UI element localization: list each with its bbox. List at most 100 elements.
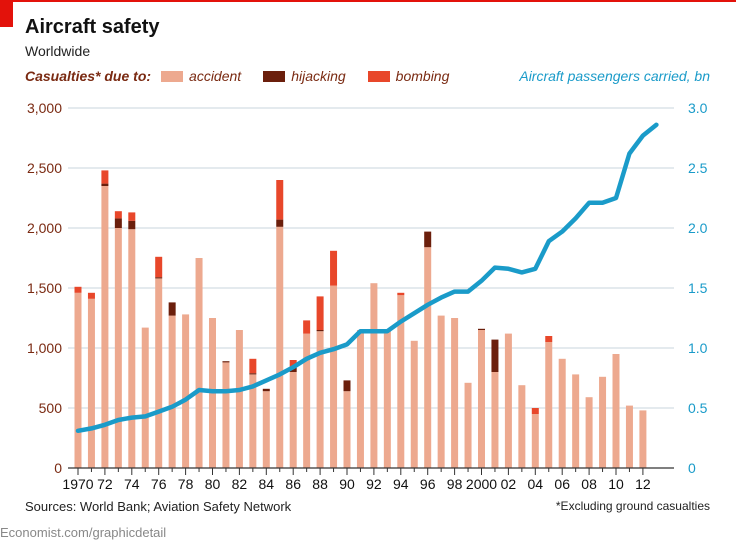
bar-hijacking	[276, 220, 283, 227]
x-tick-label: 80	[205, 476, 221, 492]
bar-bombing	[545, 336, 552, 342]
bar-accident	[182, 314, 189, 468]
x-tick-label: 74	[124, 476, 140, 492]
x-tick-label: 82	[232, 476, 248, 492]
x-tick-label: 94	[393, 476, 409, 492]
bar-accident	[344, 391, 351, 468]
bar-accident	[303, 334, 310, 468]
bar-hijacking	[169, 302, 176, 315]
x-tick-label: 06	[554, 476, 570, 492]
bar-accident	[411, 341, 418, 468]
bar-bombing	[317, 296, 324, 330]
bar-accident	[357, 330, 364, 468]
bar-accident	[276, 227, 283, 468]
bar-accident	[155, 278, 162, 468]
bar-accident	[559, 359, 566, 468]
left-tick-label: 500	[39, 400, 63, 416]
bar-hijacking	[491, 340, 498, 372]
left-tick-label: 3,000	[27, 100, 62, 116]
left-tick-label: 2,500	[27, 160, 62, 176]
bar-accident	[75, 293, 82, 468]
bar-bombing	[155, 257, 162, 277]
bar-accident	[639, 410, 646, 468]
bar-bombing	[115, 211, 122, 218]
bar-bombing	[276, 180, 283, 220]
bar-hijacking	[344, 380, 351, 391]
bar-accident	[290, 372, 297, 468]
bar-accident	[222, 362, 229, 468]
bar-hijacking	[155, 277, 162, 278]
x-tick-label: 02	[501, 476, 517, 492]
bar-accident	[370, 283, 377, 468]
x-tick-label: 08	[581, 476, 597, 492]
bar-accident	[532, 414, 539, 468]
bar-hijacking	[263, 389, 270, 391]
passenger-series-line	[78, 125, 656, 431]
right-tick-label: 2.5	[688, 160, 708, 176]
bar-accident	[451, 318, 458, 468]
bar-hijacking	[249, 373, 256, 374]
right-tick-label: 1.0	[688, 340, 708, 356]
bar-accident	[599, 377, 606, 468]
right-tick-label: 2.0	[688, 220, 708, 236]
x-tick-label: 10	[608, 476, 624, 492]
left-tick-label: 2,000	[27, 220, 62, 236]
bar-accident	[572, 374, 579, 468]
bar-bombing	[397, 293, 404, 295]
right-tick-label: 0	[688, 460, 696, 476]
bar-hijacking	[115, 218, 122, 228]
passenger-line	[78, 125, 656, 431]
bar-accident	[384, 331, 391, 468]
bar-bombing	[101, 170, 108, 183]
bar-bombing	[532, 408, 539, 414]
credit: Economist.com/graphicdetail	[0, 525, 166, 540]
bar-accident	[438, 316, 445, 468]
x-tick-label: 90	[339, 476, 355, 492]
x-tick-label: 04	[528, 476, 544, 492]
bar-accident	[424, 247, 431, 468]
bars	[75, 170, 647, 468]
bar-accident	[478, 330, 485, 468]
x-tick-label: 96	[420, 476, 436, 492]
bar-accident	[128, 229, 135, 468]
bar-bombing	[88, 293, 95, 299]
bar-accident	[142, 328, 149, 468]
x-tick-label: 12	[635, 476, 651, 492]
bar-accident	[491, 372, 498, 468]
bar-bombing	[303, 320, 310, 333]
bar-accident	[626, 406, 633, 468]
bar-accident	[236, 330, 243, 468]
bar-accident	[115, 228, 122, 468]
source-note: Sources: World Bank; Aviation Safety Net…	[25, 499, 291, 514]
right-tick-label: 0.5	[688, 400, 708, 416]
bar-bombing	[330, 251, 337, 286]
bar-hijacking	[101, 184, 108, 186]
x-tick-label: 72	[97, 476, 113, 492]
x-tick-label: 1970	[62, 476, 93, 492]
x-tick-label: 86	[285, 476, 301, 492]
bar-accident	[465, 383, 472, 468]
bar-accident	[330, 286, 337, 468]
left-tick-label: 0	[54, 460, 62, 476]
bar-accident	[545, 342, 552, 468]
bar-accident	[196, 258, 203, 468]
bar-bombing	[249, 359, 256, 373]
bar-accident	[505, 334, 512, 468]
right-tick-label: 3.0	[688, 100, 708, 116]
x-tick-label: 2000	[466, 476, 497, 492]
bar-hijacking	[128, 221, 135, 229]
bar-hijacking	[222, 361, 229, 362]
bar-bombing	[75, 287, 82, 293]
bar-hijacking	[478, 329, 485, 330]
bar-accident	[518, 385, 525, 468]
x-tick-label: 78	[178, 476, 194, 492]
bar-bombing	[128, 212, 135, 220]
x-tick-label: 84	[259, 476, 275, 492]
bar-hijacking	[317, 330, 324, 331]
left-tick-label: 1,000	[27, 340, 62, 356]
left-tick-label: 1,500	[27, 280, 62, 296]
bar-accident	[88, 299, 95, 468]
right-tick-label: 1.5	[688, 280, 708, 296]
bar-accident	[263, 391, 270, 468]
